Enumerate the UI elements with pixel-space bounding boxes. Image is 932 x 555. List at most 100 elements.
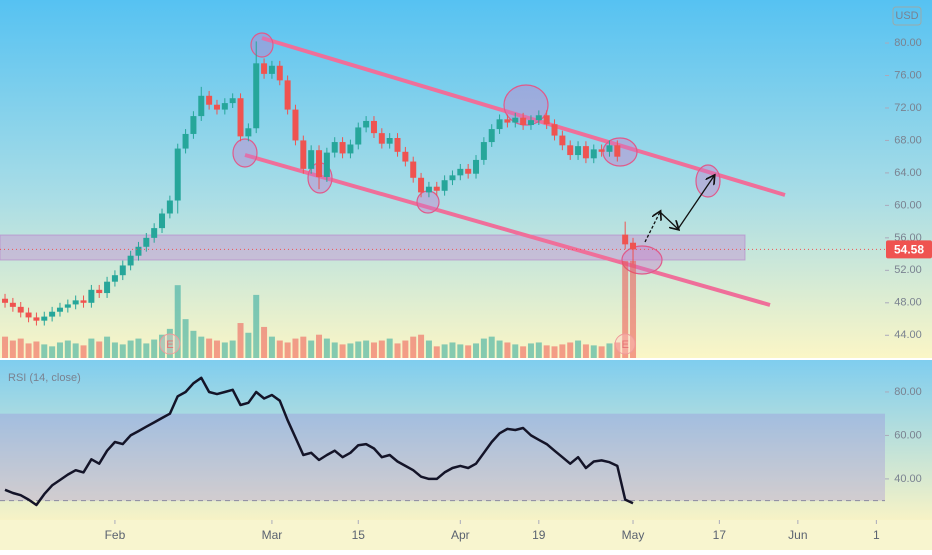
candle-body: [206, 95, 213, 105]
volume-bar: [41, 344, 48, 358]
currency-label: USD: [895, 10, 918, 22]
volume-bar: [355, 341, 362, 358]
candle-body: [308, 150, 315, 169]
candle-body: [473, 159, 480, 174]
volume-bar: [198, 336, 205, 358]
candle-body: [245, 128, 252, 137]
volume-bar: [425, 340, 432, 358]
volume-bar: [96, 341, 103, 358]
x-tick-label: 1: [873, 528, 880, 542]
volume-bar: [64, 340, 71, 358]
x-tick-label: 17: [713, 528, 727, 542]
candle-body: [261, 63, 268, 74]
x-axis-strip: [0, 520, 932, 550]
volume-bar: [25, 343, 32, 358]
candle-body: [575, 146, 582, 156]
y-tick-label: 40.00: [894, 473, 922, 485]
candle-body: [598, 149, 605, 152]
volume-bar: [410, 336, 417, 358]
volume-bar: [543, 345, 550, 358]
event-marker: [159, 333, 181, 355]
volume-bar: [504, 342, 511, 358]
projection-arrow: [659, 211, 678, 229]
candle-body: [221, 103, 228, 110]
volume-bar: [473, 343, 480, 358]
volume-bar: [56, 342, 63, 358]
candle-body: [355, 127, 362, 145]
volume-bar: [308, 340, 315, 358]
candle-body: [331, 142, 338, 153]
volume-bar: [339, 344, 346, 358]
candle-body: [88, 289, 95, 303]
candle-body: [213, 104, 220, 110]
volume-bar: [567, 342, 574, 358]
y-tick-label: 64.00: [894, 167, 922, 179]
candle-body: [347, 144, 354, 154]
volume-bar: [316, 334, 323, 358]
candle-body: [72, 300, 79, 305]
x-tick-label: 15: [352, 528, 366, 542]
y-tick-label: 68.00: [894, 134, 922, 146]
candle-body: [151, 228, 158, 238]
volume-bar: [213, 340, 220, 358]
volume-bar: [433, 346, 440, 358]
event-label: E: [621, 339, 628, 351]
volume-bar: [111, 342, 118, 358]
candle-body: [363, 120, 370, 128]
volume-bar: [441, 344, 448, 358]
y-tick-label: 60.00: [894, 429, 922, 441]
candle-body: [300, 140, 307, 169]
candle-body: [174, 148, 181, 201]
volume-bar: [512, 344, 519, 358]
candle-body: [630, 242, 637, 250]
y-tick-label: 80.00: [894, 386, 922, 398]
rsi-line: [4, 376, 634, 507]
y-tick-label: 60.00: [894, 199, 922, 211]
highlight-ellipse: [250, 32, 274, 58]
volume-bar: [488, 336, 495, 358]
candle-body: [253, 63, 260, 129]
candle-body: [418, 177, 425, 193]
candle-body: [339, 142, 346, 154]
candle-body: [229, 98, 236, 104]
candle-body: [49, 311, 56, 317]
volume-bar: [2, 336, 9, 358]
volume-bar: [378, 340, 385, 358]
currency-box: [892, 6, 922, 26]
candle-body: [480, 142, 487, 160]
volume-bar: [386, 338, 393, 358]
event-label: E: [166, 339, 173, 351]
candle-body: [441, 180, 448, 191]
last-price-box: [886, 240, 932, 259]
volume-bar: [174, 285, 181, 358]
candle-body: [323, 152, 330, 177]
y-tick-label: 48.00: [894, 297, 922, 309]
candle-body: [143, 237, 150, 247]
volume-bar: [143, 343, 150, 358]
volume-bar: [300, 336, 307, 358]
projection-arrow: [677, 176, 714, 230]
highlight-ellipse: [232, 138, 258, 168]
volume-bar: [363, 340, 370, 358]
volume-bar: [520, 346, 527, 358]
candle-body: [316, 150, 323, 177]
candle-body: [535, 115, 542, 121]
candle-body: [370, 120, 377, 134]
volume-bar: [166, 328, 173, 358]
price-pane: [0, 0, 932, 358]
volume-bar: [119, 344, 126, 358]
x-tick-label: Mar: [262, 528, 283, 542]
volume-bar: [127, 340, 134, 358]
volume-bar: [575, 340, 582, 358]
volume-bar: [606, 343, 613, 358]
volume-bar: [80, 345, 87, 358]
candle-body: [80, 300, 87, 303]
candle-body: [402, 151, 409, 162]
candle-body: [198, 95, 205, 117]
volume-bar: [135, 338, 142, 358]
candle-body: [433, 186, 440, 191]
volume-bar: [535, 342, 542, 358]
candle-body: [520, 117, 527, 126]
candle-body: [551, 124, 558, 136]
